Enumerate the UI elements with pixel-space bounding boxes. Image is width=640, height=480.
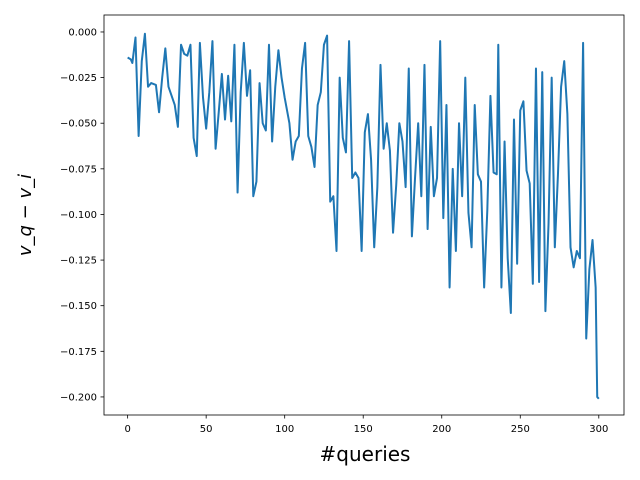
x-tick-label: 200	[432, 424, 451, 435]
y-tick-label: 0.000	[68, 27, 97, 38]
x-tick-label: 0	[124, 424, 130, 435]
y-tick-label: −0.200	[60, 392, 97, 403]
x-tick-label: 250	[511, 424, 530, 435]
x-tick-label: 50	[200, 424, 213, 435]
x-tick-label: 150	[354, 424, 373, 435]
y-tick-label: −0.050	[60, 119, 97, 130]
y-tick-label: −0.125	[60, 256, 97, 267]
y-tick-label: −0.150	[60, 301, 97, 312]
x-tick-label: 300	[589, 424, 608, 435]
y-tick-label: −0.075	[60, 164, 97, 175]
plot-frame	[103, 14, 625, 416]
y-tick-label: −0.175	[60, 347, 97, 358]
x-tick-label: 100	[275, 424, 294, 435]
y-tick-label: −0.025	[60, 73, 97, 84]
y-tick-label: −0.100	[60, 210, 97, 221]
data-line	[127, 32, 600, 400]
y-axis-label: v_q − v_i	[15, 174, 36, 256]
x-axis-label: #queries	[320, 442, 411, 466]
